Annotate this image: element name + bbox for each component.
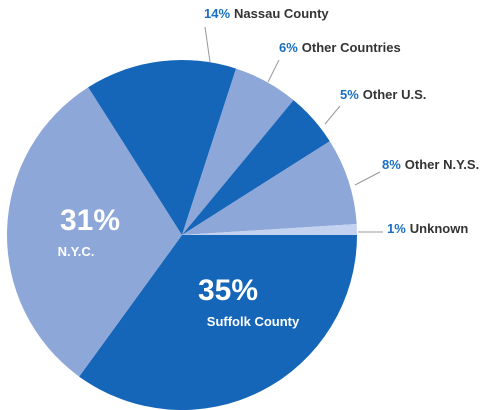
slice-category-label: Unknown: [410, 221, 469, 236]
slice-value-label: 8%: [382, 157, 401, 172]
slice-value-label: 14%: [204, 6, 230, 21]
slice-value-label: 5%: [340, 87, 359, 102]
pie-slice: [182, 100, 330, 235]
slice-category-label: Nassau County: [234, 6, 329, 21]
slice-category-label: Other Countries: [302, 40, 401, 55]
slice-value-label: 6%: [279, 40, 298, 55]
slice-value-label: 1%: [387, 221, 406, 236]
pie-slice: [88, 60, 237, 235]
slice-label: 5% Other U.S.: [340, 87, 426, 102]
leader-line: [324, 105, 341, 125]
slice-label: 8% Other N.Y.S.: [382, 157, 479, 172]
pie-slice: [182, 224, 357, 235]
slice-label: 14% Nassau County: [204, 6, 329, 21]
slice-value-label: 31%: [60, 204, 120, 237]
slice-category-label: Suffolk County: [207, 314, 300, 329]
pie-slice: [182, 141, 357, 235]
slice-label: 1% Unknown: [387, 221, 468, 236]
leader-line: [204, 26, 211, 63]
slice-value-label: 35%: [198, 274, 258, 307]
slice-category-label: Other N.Y.S.: [405, 157, 479, 172]
slice-category-label: Other U.S.: [363, 87, 427, 102]
slice-category-label: N.Y.C.: [58, 244, 95, 259]
slice-label: 6% Other Countries: [279, 40, 401, 55]
leader-line: [267, 59, 280, 83]
leader-line: [354, 171, 381, 186]
pie-slice: [182, 68, 294, 235]
pie-slice: [6, 87, 182, 377]
pie-slice: [79, 235, 358, 410]
